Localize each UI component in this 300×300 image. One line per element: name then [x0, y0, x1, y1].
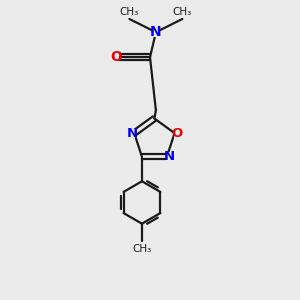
Bar: [129, 129, 135, 138]
Text: CH₃: CH₃: [132, 244, 152, 254]
Text: CH₃: CH₃: [120, 7, 139, 16]
Bar: [166, 152, 172, 161]
Bar: [153, 28, 159, 37]
Text: N: N: [150, 25, 162, 39]
Text: N: N: [164, 150, 175, 163]
Text: CH₃: CH₃: [173, 7, 192, 16]
Text: O: O: [171, 127, 183, 140]
Bar: [113, 53, 119, 62]
Bar: [174, 129, 180, 138]
Text: O: O: [110, 50, 122, 64]
Text: N: N: [126, 127, 137, 140]
